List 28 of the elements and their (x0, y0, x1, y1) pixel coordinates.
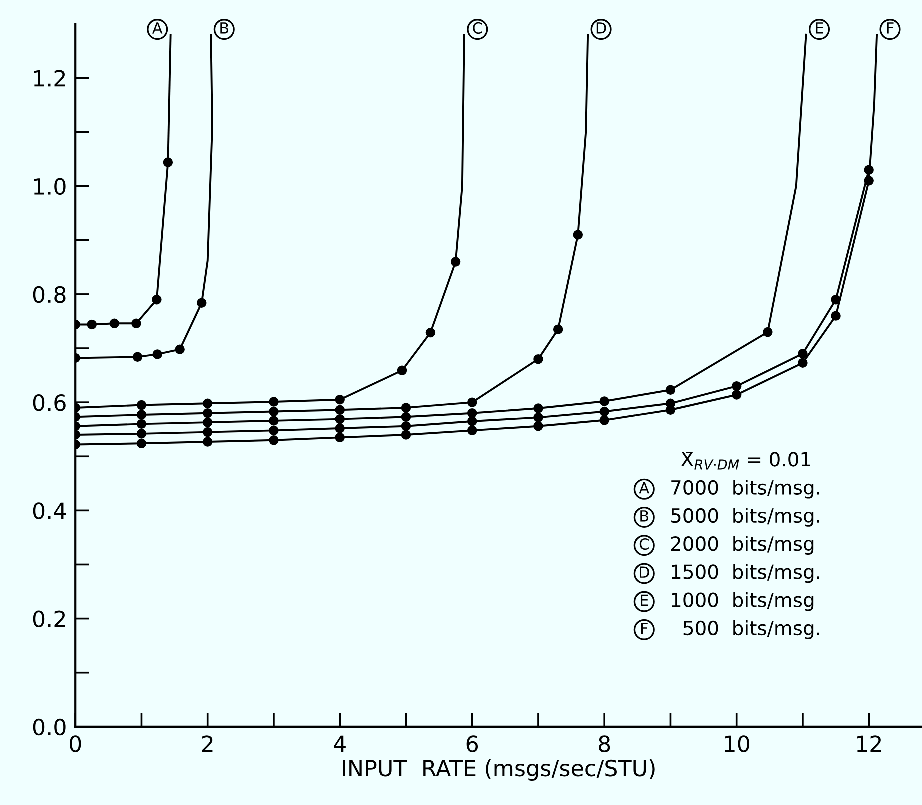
y-tick-label: 1.0 (34, 178, 66, 196)
annotation: X̄$_{RV·DM}$ = 0.01 (681, 452, 810, 470)
y-tick-label: 0.6 (33, 394, 66, 412)
x-tick-label: 8 (599, 736, 610, 752)
x-tick-label: 4 (334, 736, 346, 752)
x-tick-label: 6 (466, 736, 478, 752)
y-tick-label: 0.2 (33, 610, 66, 628)
x-tick-label: 12 (857, 736, 882, 752)
x-axis-title: INPUT RATE (msgs/sec/STU) (343, 760, 655, 782)
x-tick-label: 0 (70, 736, 82, 752)
y-tick-label: 1.2 (34, 70, 66, 87)
text: D 1500 bits/msg. (640, 564, 820, 584)
y-tick-label: 0.0 (33, 718, 66, 736)
text: A 7000 bits/msg. (639, 480, 820, 499)
text: F 500 bits/msg. (641, 620, 820, 640)
text: E 1000 bits/msg (641, 592, 814, 612)
x-tick-label: 10 (725, 736, 750, 752)
series-label: E (816, 22, 824, 34)
series-label: C (473, 22, 482, 34)
series-label: D (596, 22, 606, 34)
x-tick-label: 2 (202, 736, 213, 752)
series-label: F (887, 22, 894, 34)
text: C 2000 bits/msg (640, 536, 814, 556)
series-label: A (152, 22, 163, 34)
y-tick-label: 0.4 (33, 502, 66, 520)
y-tick-label: 0.8 (33, 286, 66, 304)
series-label: B (220, 22, 229, 34)
text: B 5000 bits/msg. (640, 508, 820, 527)
